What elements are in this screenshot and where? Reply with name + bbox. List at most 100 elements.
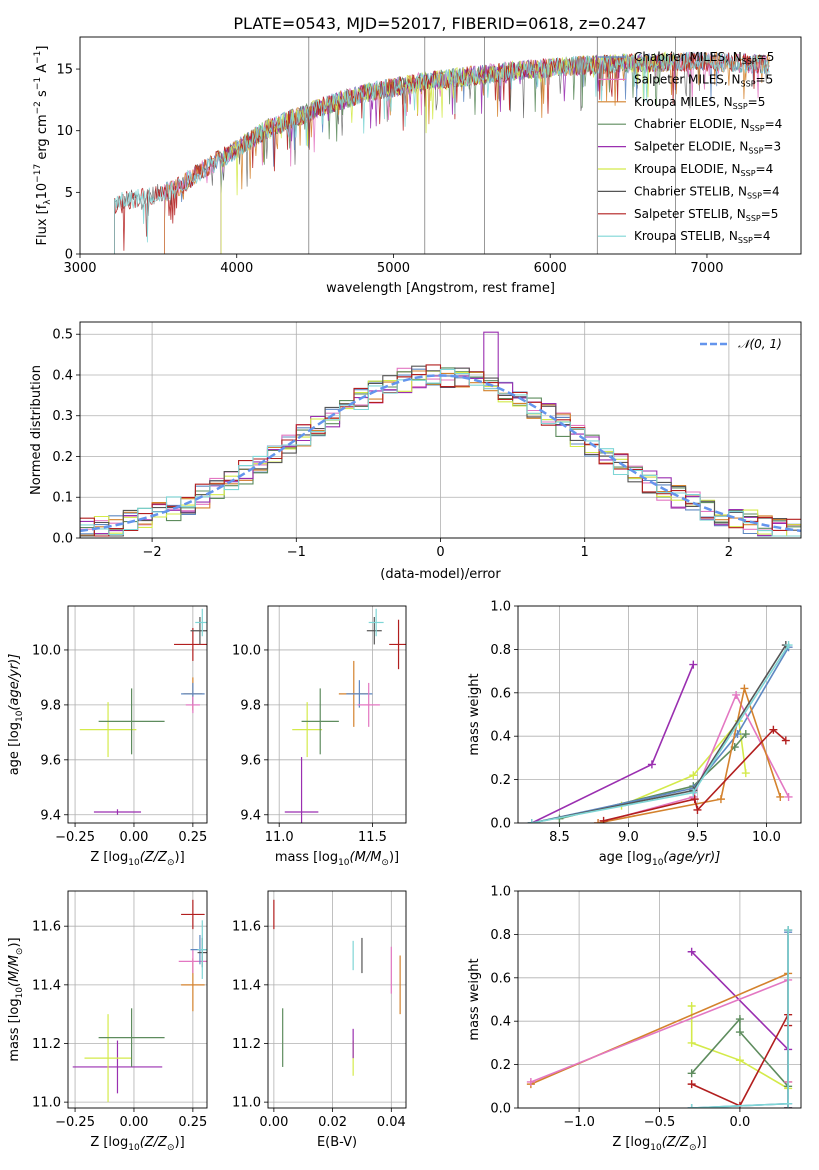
spectrum-y-tick-label: 5 xyxy=(65,186,73,201)
weight_vs_age-y-tick-label: 1.0 xyxy=(490,600,511,615)
weight_vs_age-y-tick-label: 0.0 xyxy=(490,817,511,832)
weight_vs_age-series-kroupa-miles xyxy=(597,685,782,823)
weight_vs_age-marker xyxy=(740,684,749,693)
weight_vs_age-y-tick-label: 0.8 xyxy=(490,643,511,658)
histogram-salpeter-stelib xyxy=(80,364,801,538)
spectrum-x-label: wavelength [Angstrom, rest frame] xyxy=(326,281,555,296)
mass_vs_ebv-x-tick-label: 0.04 xyxy=(377,1115,406,1130)
age_vs_Z-y-tick-label: 9.6 xyxy=(40,753,61,768)
age_vs_Z-y-tick-label: 9.4 xyxy=(40,808,61,823)
weight_vs_Z-plot-area xyxy=(526,926,793,1108)
weight_vs_Z-marker xyxy=(687,1069,696,1078)
age_vs_Z-x-tick-label: 0.00 xyxy=(119,830,148,845)
mass_vs_ebv-y-tick-label: 11.6 xyxy=(232,920,261,935)
weight_vs_Z-marker xyxy=(784,926,793,935)
legend-label: Salpeter MILES, NSSP=5 xyxy=(634,72,773,88)
residuals-frame xyxy=(79,321,802,539)
spectrum-x-tick-label: 4000 xyxy=(220,261,253,276)
mass_vs_ebv-frame xyxy=(267,890,407,1109)
residuals-y-tick-label: 0.0 xyxy=(52,532,73,547)
weight_vs_age-marker xyxy=(781,736,790,745)
age_vs_Z-y-tick-label: 9.8 xyxy=(40,698,61,713)
spectrum-x-tick-label: 6000 xyxy=(534,261,567,276)
spectrum-x-tick-label: 7000 xyxy=(690,261,723,276)
weight_vs_Z-y-tick-label: 0.0 xyxy=(490,1102,511,1117)
weight_vs_age-marker xyxy=(689,788,698,797)
weight_vs_age-series-chabrier-miles xyxy=(531,646,790,823)
spectrum-x-tick-label: 5000 xyxy=(377,261,410,276)
weight_vs_age-x-tick-label: 9.0 xyxy=(618,830,639,845)
residuals-x-tick-label: 0 xyxy=(436,545,444,560)
mass_vs_ebv-x-tick-label: 0.02 xyxy=(318,1115,347,1130)
weight_vs_age-series-kroupa-elodie xyxy=(621,719,747,807)
age_vs_mass-y-tick-label: 9.8 xyxy=(240,698,261,713)
age_vs_mass-y-tick-label: 9.4 xyxy=(240,808,261,823)
mass_vs_ebv-x-tick-label: 0.00 xyxy=(259,1115,288,1130)
residuals-axes: −2 −1 0 1 2 0.0 0.1 0.2 0.3 0.4 0.5 (data-model)/er… xyxy=(29,321,802,582)
weight_vs_age-marker xyxy=(741,769,750,778)
age_vs_mass-frame xyxy=(267,605,407,824)
mass_vs_Z-x-tick-label: 0.00 xyxy=(119,1115,148,1130)
weight_vs_age-y-tick-label: 0.4 xyxy=(490,730,511,745)
spectrum-y-label: Flux [fλ10−17 erg cm−2 s−1 A−1] xyxy=(33,46,53,246)
legend-label: Kroupa ELODIE, NSSP=4 xyxy=(634,162,773,178)
weight_vs_Z-y-label: mass weight xyxy=(467,958,482,1040)
residuals-x-tick-label: −2 xyxy=(143,545,162,560)
weight_vs_age-x-tick-label: 9.5 xyxy=(687,830,708,845)
weight_vs_Z-x-tick-label: −1.0 xyxy=(563,1115,595,1130)
age_vs_Z-y-label: age [log10(age/yr)] xyxy=(7,654,25,776)
spectrum-x-tick-label: 3000 xyxy=(63,261,96,276)
spectrum-y-tick-label: 10 xyxy=(56,124,73,139)
weight_vs_age-marker xyxy=(527,819,536,823)
weight_vs_Z-x-label: Z [log10(Z/Z⊙)] xyxy=(612,1135,706,1153)
spectrum-legend: Chabrier MILES, NSSP=5 Salpeter MILES, NS… xyxy=(598,50,782,245)
weight_vs_age-marker xyxy=(716,795,725,804)
weight_vs_age-frame xyxy=(517,605,802,824)
age_vs_Z-axes: −0.25 0.00 0.25 9.4 9.6 9.8 10.0 Z [log10(Z/Z⊙)… xyxy=(7,605,208,868)
age_vs_mass-x-tick-label: 11.0 xyxy=(265,830,294,845)
weight_vs_age-marker xyxy=(732,690,741,699)
residuals-y-label: Normed distribution xyxy=(29,365,44,495)
mass_vs_Z-x-tick-label: 0.25 xyxy=(178,1115,207,1130)
age_vs_Z-x-tick-label: 0.25 xyxy=(178,830,207,845)
age_vs_mass-x-label: mass [log10(M/M⊙)] xyxy=(275,850,399,868)
weight_vs_age-marker xyxy=(690,795,699,804)
legend-label: Chabrier STELIB, NSSP=4 xyxy=(634,184,780,200)
age_vs_Z-x-tick-label: −0.25 xyxy=(55,830,95,845)
mass_vs_Z-frame xyxy=(67,890,208,1109)
residuals-x-label: (data-model)/error xyxy=(380,567,501,582)
mass_vs_Z-y-label: mass [log10(M/M⊙)] xyxy=(7,937,25,1061)
mass_vs_Z-x-tick-label: −0.25 xyxy=(55,1115,95,1130)
mass_vs_ebv-axes: 0.00 0.02 0.04 11.0 11.2 11.4 11.6 E(B-V) xyxy=(232,890,407,1150)
age_vs_mass-y-tick-label: 9.6 xyxy=(240,753,261,768)
mass_vs_Z-x-label: Z [log10(Z/Z⊙)] xyxy=(90,1135,184,1153)
legend-label: Kroupa MILES, NSSP=5 xyxy=(634,95,765,111)
weight_vs_Z-marker xyxy=(526,1077,535,1086)
mass_vs_Z-axes: −0.25 0.00 0.25 11.0 11.2 11.4 11.6 Z [log10(Z/… xyxy=(7,890,208,1153)
age_vs_mass-axes: 11.0 11.5 9.4 9.6 9.8 10.0 mass [log10(M/M⊙)] xyxy=(232,605,407,868)
weight_vs_age-y-tick-label: 0.6 xyxy=(490,686,511,701)
mass_vs_Z-y-tick-label: 11.4 xyxy=(32,978,61,993)
weight_vs_age-y-label: mass weight xyxy=(467,673,482,755)
age_vs_Z-frame xyxy=(67,605,208,824)
weight_vs_Z-axes: −1.0 −0.5 0.0 0.0 0.2 0.4 0.6 0.8 1.0 Z [log10(Z/… xyxy=(467,885,802,1153)
legend-label: Chabrier ELODIE, NSSP=4 xyxy=(634,117,782,133)
weight_vs_age-marker xyxy=(599,816,608,823)
residuals-plot-area xyxy=(80,331,801,538)
weight_vs_age-plot-area xyxy=(527,641,793,823)
spectrum-axes: 3000 4000 5000 6000 7000 0 5 10 15 wavelength [An… xyxy=(33,36,802,296)
spectrum-y-tick-label: 0 xyxy=(65,248,73,263)
spectrum-plot-area xyxy=(114,37,770,254)
weight_vs_Z-marker xyxy=(687,947,696,956)
legend-label: Chabrier MILES, NSSP=5 xyxy=(634,50,774,66)
gaussian-curve xyxy=(80,374,801,533)
weight_vs_Z-y-tick-label: 0.4 xyxy=(490,1015,511,1030)
weight_vs_Z-x-tick-label: 0.0 xyxy=(730,1115,751,1130)
weight_vs_age-marker xyxy=(689,771,698,780)
weight_vs_age-x-tick-label: 8.5 xyxy=(549,830,570,845)
residuals-y-tick-label: 0.1 xyxy=(52,491,73,506)
weight_vs_age-marker xyxy=(784,792,793,801)
mass_vs_Z-y-tick-label: 11.2 xyxy=(32,1037,61,1052)
age_vs_Z-x-label: Z [log10(Z/Z⊙)] xyxy=(90,850,184,868)
